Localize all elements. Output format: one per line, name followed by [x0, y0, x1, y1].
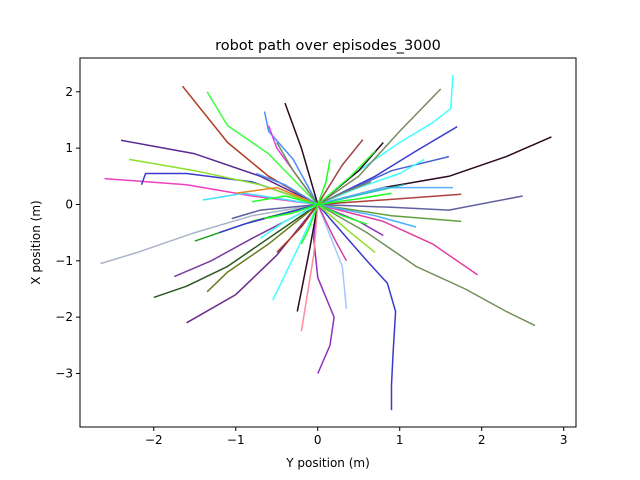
y-tick-label: 1: [65, 141, 73, 155]
robot-path-24: [317, 204, 348, 309]
y-tick-label: 0: [65, 197, 73, 211]
robot-path-43: [317, 204, 348, 262]
y-tick-label: 2: [65, 85, 73, 99]
robot-path-10: [186, 204, 319, 324]
x-tick-label: 1: [396, 433, 404, 447]
y-tick-label: −3: [55, 366, 73, 380]
robot-path-6: [181, 85, 319, 206]
x-tick-label: 2: [478, 433, 486, 447]
robot-path-18: [272, 204, 319, 301]
robot-path-23: [300, 204, 319, 332]
robot-path-26: [206, 91, 319, 206]
robot-path-56: [264, 203, 319, 220]
robot-path-47: [259, 203, 319, 239]
x-tick-label: 0: [314, 433, 322, 447]
x-axis-ticks: −2 −1 0 1 2 3: [145, 427, 568, 447]
robot-path-42: [317, 203, 376, 253]
x-tick-label: −1: [227, 433, 245, 447]
robot-path-48: [276, 204, 319, 253]
y-tick-label: −2: [55, 310, 73, 324]
y-axis-ticks: −3 −2 −1 0 1 2: [55, 85, 80, 380]
robot-path-44: [231, 203, 318, 220]
robot-path-3: [317, 136, 552, 206]
robot-path-37: [317, 203, 417, 228]
robot-path-35: [235, 186, 319, 206]
robot-path-1: [317, 204, 397, 411]
robot-path-7: [104, 177, 318, 206]
robot-path-13: [317, 126, 458, 206]
x-axis-label: Y position (m): [285, 456, 370, 470]
robot-path-11: [317, 74, 454, 206]
robot-path-14: [317, 203, 479, 276]
y-axis-label: X position (m): [29, 200, 43, 284]
robot-path-2: [312, 204, 335, 374]
robot-path-31: [317, 158, 425, 206]
robot-path-9: [120, 139, 319, 206]
robot-path-4: [317, 203, 536, 327]
robot-path-52: [317, 203, 368, 225]
robot-path-55: [317, 192, 392, 206]
robot-path-5: [100, 203, 318, 265]
robot-path-49: [317, 181, 372, 206]
chart-title: robot path over episodes_3000: [215, 38, 441, 54]
robot-path-33: [202, 192, 318, 206]
robot-path-38: [317, 139, 364, 205]
robot-path-8: [153, 203, 319, 299]
robot-path-25: [284, 102, 319, 205]
robot-path-51: [252, 195, 318, 206]
robot-path-22: [296, 204, 319, 312]
plot-frame: [79, 57, 577, 428]
robot-path-28: [317, 203, 462, 223]
robot-path-53: [317, 159, 331, 205]
robot-path-15: [317, 195, 523, 211]
robot-path-12: [317, 88, 442, 206]
robot-path-50: [256, 172, 319, 206]
x-tick-label: 3: [560, 433, 568, 447]
robot-path-16: [263, 111, 319, 205]
paths-group: [100, 74, 552, 411]
robot-path-21: [206, 203, 319, 293]
robot-path-45: [317, 150, 376, 206]
robot-path-20: [129, 158, 319, 206]
robot-path-39: [317, 184, 404, 206]
robot-path-29: [317, 193, 462, 206]
robot-path-54: [300, 204, 319, 245]
y-tick-label: −1: [55, 254, 73, 268]
robot-path-41: [276, 142, 319, 205]
robot-path-40: [219, 203, 318, 234]
x-tick-label: −2: [145, 433, 163, 447]
